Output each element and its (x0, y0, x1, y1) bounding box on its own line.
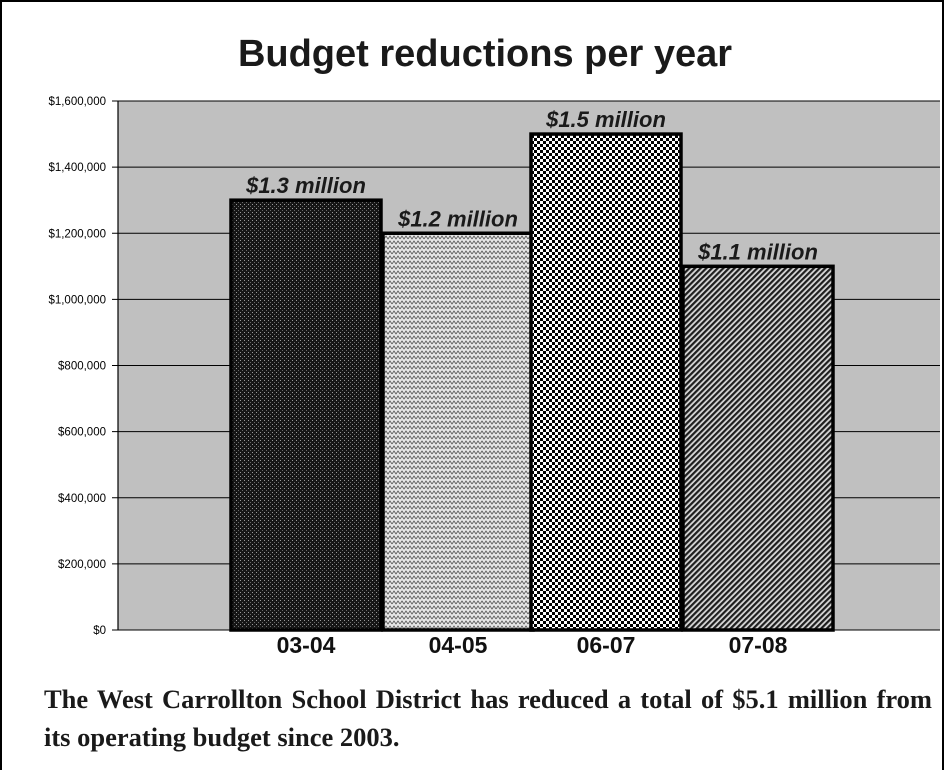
data-label: $1.5 million (545, 107, 666, 132)
data-labels: $1.3 million $1.2 million $1.5 million $1.1… (245, 107, 818, 264)
y-tick-label: $1,000,000 (48, 294, 106, 306)
bar-06-07 (529, 132, 683, 632)
data-label: $1.3 million (245, 173, 366, 198)
x-category-label: 07-08 (729, 632, 788, 658)
y-tick-label: $0 (93, 625, 106, 637)
x-category-label: 06-07 (577, 632, 636, 658)
chart-title: Budget reductions per year (238, 33, 732, 75)
bar-04-05 (381, 231, 535, 632)
y-tick-label: $1,600,000 (48, 96, 106, 108)
caption-text: The West Carrollton School District has … (44, 684, 932, 752)
x-category-label: 03-04 (277, 632, 336, 658)
y-tick-label: $200,000 (58, 559, 106, 571)
y-tick-label: $400,000 (58, 493, 106, 505)
x-category-label: 04-05 (429, 632, 488, 658)
data-label: $1.2 million (397, 206, 518, 231)
y-tick-label: $1,200,000 (48, 228, 106, 240)
y-tick-label: $800,000 (58, 361, 106, 373)
bars (229, 132, 835, 632)
bar-07-08 (681, 264, 835, 632)
data-label: $1.1 million (697, 239, 818, 264)
x-axis-categories: 03-04 04-05 06-07 07-08 (277, 632, 788, 658)
bar-03-04 (229, 198, 383, 632)
bar-chart: Budget reductions per year $0 $200,000 $40… (48, 33, 940, 658)
y-tick-label: $600,000 (58, 427, 106, 439)
y-tick-label: $1,400,000 (48, 162, 106, 174)
y-axis-ticks: $0 $200,000 $400,000 $600,000 $800,000 $1,000… (48, 96, 106, 637)
